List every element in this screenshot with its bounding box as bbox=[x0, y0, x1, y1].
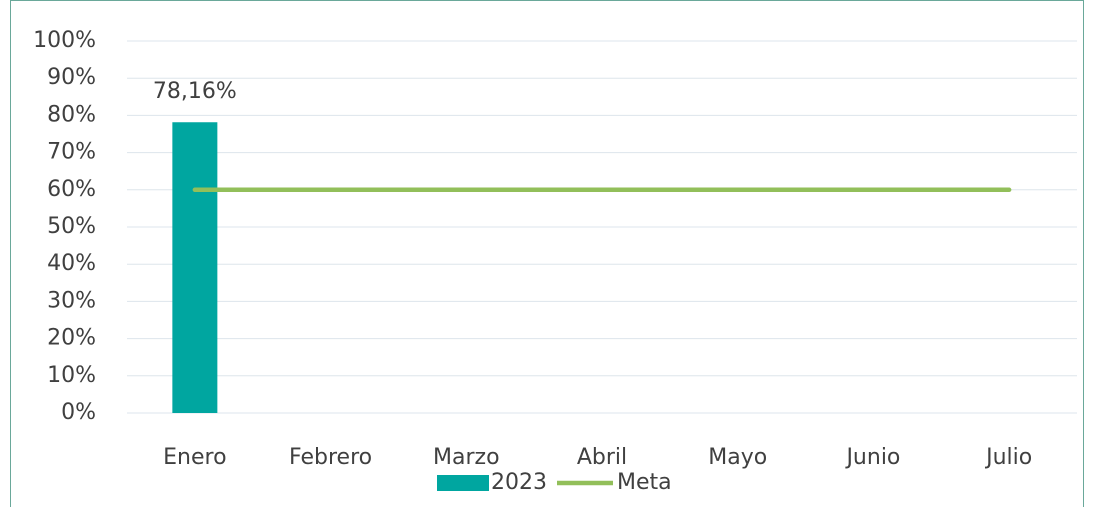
y-tick-label: 60% bbox=[47, 177, 96, 202]
y-tick-label: 30% bbox=[47, 288, 96, 313]
chart-frame bbox=[10, 0, 1084, 507]
bar bbox=[172, 122, 218, 413]
x-tick-label: Marzo bbox=[433, 445, 500, 470]
x-tick-label: Julio bbox=[984, 445, 1032, 470]
y-tick-label: 10% bbox=[47, 363, 96, 388]
x-tick-label: Abril bbox=[577, 445, 627, 470]
data-label: 78,16% bbox=[153, 79, 237, 104]
y-tick-label: 100% bbox=[33, 28, 96, 53]
y-tick-label: 20% bbox=[47, 326, 96, 351]
legend-label: Meta bbox=[617, 470, 672, 495]
y-tick-label: 40% bbox=[47, 251, 96, 276]
y-tick-label: 0% bbox=[61, 400, 96, 425]
y-tick-label: 90% bbox=[47, 65, 96, 90]
legend-label: 2023 bbox=[491, 470, 547, 495]
legend-swatch bbox=[437, 475, 489, 491]
y-tick-label: 50% bbox=[47, 214, 96, 239]
x-tick-label: Junio bbox=[844, 445, 900, 470]
y-tick-label: 70% bbox=[47, 140, 96, 165]
x-tick-label: Mayo bbox=[708, 445, 767, 470]
y-tick-label: 80% bbox=[47, 102, 96, 127]
x-tick-label: Febrero bbox=[289, 445, 372, 470]
x-tick-label: Enero bbox=[163, 445, 226, 470]
